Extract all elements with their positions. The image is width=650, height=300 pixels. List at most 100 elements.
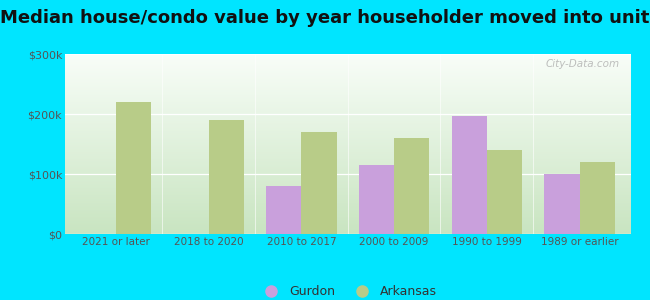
- Bar: [65, 180, 630, 181]
- Bar: [65, 85, 630, 86]
- Bar: [65, 61, 630, 62]
- Bar: [65, 158, 630, 159]
- Bar: [65, 202, 630, 203]
- Legend: Gurdon, Arkansas: Gurdon, Arkansas: [254, 280, 442, 300]
- Bar: [65, 229, 630, 230]
- Bar: [65, 198, 630, 199]
- Bar: [65, 90, 630, 91]
- Bar: [65, 142, 630, 143]
- Bar: [65, 172, 630, 173]
- Bar: [65, 75, 630, 76]
- Bar: [65, 230, 630, 231]
- Bar: [452, 116, 487, 234]
- Bar: [580, 162, 615, 234]
- Bar: [65, 160, 630, 161]
- Bar: [65, 76, 630, 77]
- Bar: [65, 96, 630, 97]
- Bar: [487, 150, 522, 234]
- Bar: [65, 156, 630, 157]
- Bar: [65, 225, 630, 226]
- Bar: [65, 226, 630, 227]
- Bar: [65, 223, 630, 224]
- Bar: [65, 109, 630, 110]
- Bar: [65, 107, 630, 108]
- Bar: [65, 220, 630, 221]
- Bar: [65, 151, 630, 152]
- Bar: [65, 132, 630, 133]
- Bar: [65, 82, 630, 83]
- Bar: [65, 169, 630, 170]
- Bar: [65, 94, 630, 95]
- Bar: [65, 137, 630, 138]
- Bar: [65, 190, 630, 191]
- Bar: [65, 203, 630, 204]
- Bar: [65, 166, 630, 167]
- Bar: [65, 206, 630, 207]
- Bar: [65, 119, 630, 120]
- Bar: [65, 64, 630, 65]
- Bar: [65, 179, 630, 180]
- Bar: [65, 108, 630, 109]
- Bar: [65, 131, 630, 132]
- Bar: [65, 59, 630, 60]
- Bar: [65, 188, 630, 189]
- Bar: [65, 161, 630, 162]
- Bar: [65, 110, 630, 111]
- Bar: [65, 126, 630, 127]
- Bar: [65, 168, 630, 169]
- Bar: [65, 66, 630, 67]
- Bar: [65, 185, 630, 186]
- Bar: [65, 144, 630, 145]
- Bar: [65, 138, 630, 139]
- Bar: [65, 92, 630, 93]
- Bar: [65, 128, 630, 129]
- Bar: [65, 214, 630, 215]
- Bar: [65, 192, 630, 193]
- Bar: [65, 174, 630, 175]
- Bar: [65, 114, 630, 115]
- Bar: [65, 81, 630, 82]
- Bar: [65, 98, 630, 99]
- Bar: [65, 171, 630, 172]
- Bar: [65, 209, 630, 210]
- Bar: [65, 146, 630, 147]
- Bar: [544, 174, 580, 234]
- Bar: [65, 84, 630, 85]
- Bar: [65, 135, 630, 136]
- Bar: [65, 93, 630, 94]
- Bar: [65, 194, 630, 195]
- Bar: [65, 197, 630, 198]
- Bar: [65, 153, 630, 154]
- Bar: [65, 125, 630, 126]
- Bar: [65, 183, 630, 184]
- Bar: [65, 70, 630, 71]
- Bar: [65, 120, 630, 121]
- Bar: [65, 216, 630, 217]
- Bar: [65, 181, 630, 182]
- Text: City-Data.com: City-Data.com: [545, 59, 619, 69]
- Bar: [302, 132, 337, 234]
- Bar: [65, 122, 630, 123]
- Bar: [65, 79, 630, 80]
- Bar: [65, 159, 630, 160]
- Bar: [65, 140, 630, 141]
- Bar: [65, 72, 630, 73]
- Bar: [65, 213, 630, 214]
- Bar: [65, 91, 630, 92]
- Bar: [65, 60, 630, 61]
- Bar: [65, 74, 630, 75]
- Bar: [65, 205, 630, 206]
- Bar: [65, 73, 630, 74]
- Bar: [65, 149, 630, 150]
- Bar: [65, 88, 630, 89]
- Bar: [65, 218, 630, 219]
- Bar: [65, 99, 630, 100]
- Bar: [65, 134, 630, 135]
- Bar: [65, 154, 630, 155]
- Bar: [65, 164, 630, 165]
- Bar: [65, 57, 630, 58]
- Bar: [65, 63, 630, 64]
- Bar: [65, 103, 630, 104]
- Bar: [65, 178, 630, 179]
- Bar: [65, 65, 630, 66]
